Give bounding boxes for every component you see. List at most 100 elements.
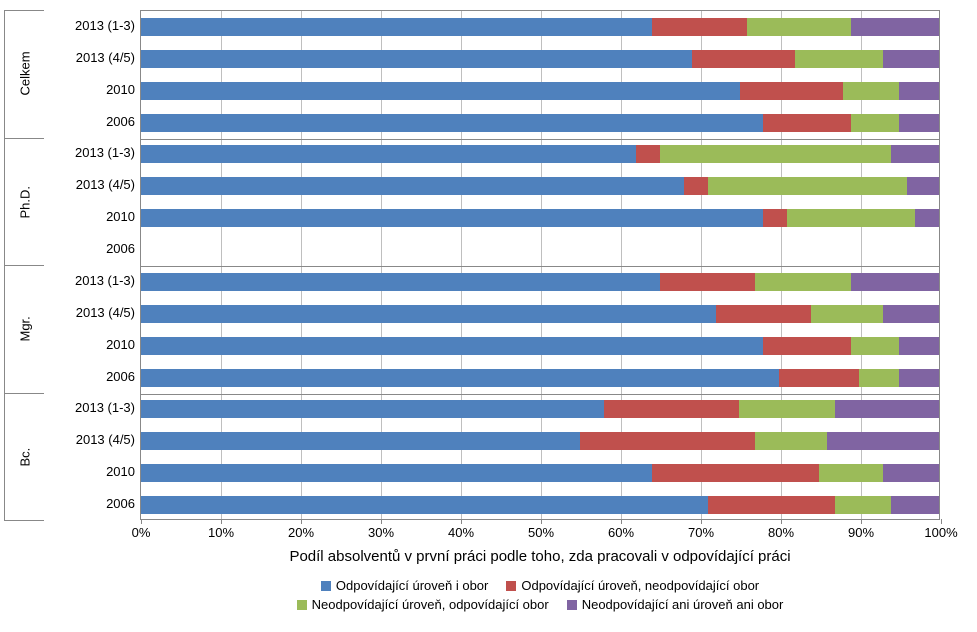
bar-segment [763,114,851,132]
bar-segment [827,432,939,450]
row-label: 2010 [65,464,135,479]
legend-item: Odpovídající úroveň, neodpovídající obor [506,578,759,593]
x-tick-label: 10% [208,525,234,540]
x-tick [381,519,382,524]
x-tick [221,519,222,524]
group-label-border [4,10,44,11]
row-label: 2013 (4/5) [65,50,135,65]
legend-swatch [567,600,577,610]
bar-segment [141,496,708,514]
bar-row [141,496,939,514]
row-label: 2013 (1-3) [65,18,135,33]
bar-segment [141,369,779,387]
group-label-border [4,265,44,266]
bar-segment [763,337,851,355]
bar-segment [660,273,756,291]
bar-segment [899,337,939,355]
group-label-border [4,10,5,138]
x-tick-label: 60% [608,525,634,540]
bar-row [141,50,939,68]
row-label: 2006 [65,496,135,511]
x-tick-label: 20% [288,525,314,540]
bar-segment [747,18,851,36]
row-label: 2013 (1-3) [65,273,135,288]
legend-item: Neodpovídající úroveň, odpovídající obor [297,597,549,612]
bar-segment [739,400,835,418]
bar-segment [899,114,939,132]
bar-row [141,369,939,387]
x-tick [941,519,942,524]
x-tick-label: 80% [768,525,794,540]
row-label: 2006 [65,369,135,384]
group-separator [141,266,939,267]
bar-segment [883,50,939,68]
bar-segment [851,18,939,36]
bar-segment [141,50,692,68]
bar-row [141,337,939,355]
group-label: Ph.D. [15,138,35,266]
x-tick-label: 40% [448,525,474,540]
bar-row [141,209,939,227]
bar-segment [604,400,740,418]
row-label: 2013 (4/5) [65,177,135,192]
bar-segment [835,400,939,418]
group-label-border [4,393,5,521]
group-label: Mgr. [15,265,35,393]
bar-segment [141,114,763,132]
bar-row [141,432,939,450]
x-tick [621,519,622,524]
legend-row: Neodpovídající úroveň, odpovídající obor… [140,597,940,612]
bar-segment [652,464,820,482]
legend-item: Neodpovídající ani úroveň ani obor [567,597,784,612]
bar-row [141,18,939,36]
group-label: Celkem [15,10,35,138]
x-tick-label: 50% [528,525,554,540]
group-label-border [4,520,44,521]
row-label: 2010 [65,209,135,224]
legend-label: Neodpovídající ani úroveň ani obor [582,597,784,612]
legend-swatch [506,581,516,591]
bar-segment [708,177,908,195]
x-axis-title: Podíl absolventů v první práci podle toh… [140,548,940,565]
row-label: 2013 (4/5) [65,305,135,320]
x-tick [781,519,782,524]
legend-label: Neodpovídající úroveň, odpovídající obor [312,597,549,612]
bar-segment [141,273,660,291]
group-separator [141,394,939,395]
bar-segment [915,209,939,227]
bar-row [141,400,939,418]
bar-segment [708,496,836,514]
bar-segment [851,114,899,132]
bar-row [141,305,939,323]
bar-segment [851,337,899,355]
x-tick-label: 70% [688,525,714,540]
x-tick [701,519,702,524]
bar-segment [787,209,915,227]
x-tick-label: 100% [924,525,957,540]
row-label: 2010 [65,82,135,97]
legend-label: Odpovídající úroveň i obor [336,578,488,593]
bar-segment [141,82,740,100]
bar-segment [141,177,684,195]
bar-segment [141,400,604,418]
bar-segment [692,50,796,68]
bar-segment [811,305,883,323]
x-tick [861,519,862,524]
bar-row [141,241,939,259]
bar-segment [141,18,652,36]
group-label-border [4,138,44,139]
bar-segment [843,82,899,100]
x-tick [541,519,542,524]
bar-segment [907,177,939,195]
bar-row [141,114,939,132]
bar-segment [141,337,763,355]
bar-row [141,145,939,163]
row-label: 2013 (4/5) [65,432,135,447]
bar-row [141,82,939,100]
legend-row: Odpovídající úroveň i obor Odpovídající ú… [140,578,940,593]
bar-segment [755,273,851,291]
legend-item: Odpovídající úroveň i obor [321,578,488,593]
x-tick-label: 0% [132,525,151,540]
bar-segment [891,145,939,163]
plot-area: 0%10%20%30%40%50%60%70%80%90%100% [140,10,940,520]
